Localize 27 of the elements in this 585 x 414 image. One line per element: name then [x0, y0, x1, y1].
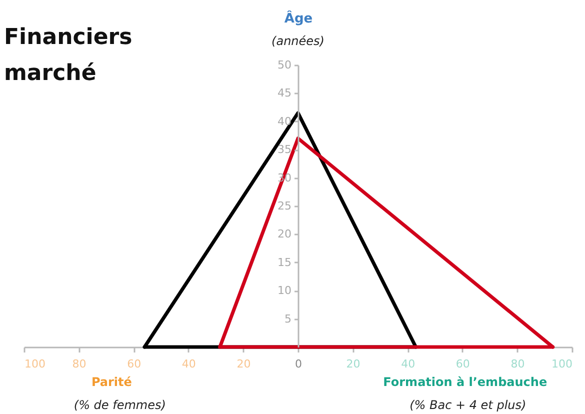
x-tick-label: 20 [346, 358, 360, 370]
x-tick-label: 40 [182, 358, 196, 370]
text: Parité [91, 375, 132, 389]
y-axis-title: Âge [284, 10, 313, 26]
x-tick-label: 20 [236, 358, 251, 370]
y-tick-label: 5 [284, 312, 292, 326]
text: (% Bac + 4 et plus) [410, 398, 526, 412]
x-tick-label: 80 [510, 358, 525, 370]
x-tick-label: 100 [24, 358, 46, 370]
text: (années) [272, 34, 324, 48]
x-tick-label: 60 [127, 358, 142, 370]
x-tick-label: 60 [456, 358, 470, 370]
x-tick-label: 40 [401, 358, 416, 370]
text: (% de femmes) [74, 398, 166, 412]
text: Formation à l’embauche [383, 375, 548, 389]
y-tick-label: 45 [278, 86, 292, 100]
x-tick-label: 100 [552, 358, 572, 370]
y-tick-label: 35 [278, 143, 292, 156]
x-tick-label: 80 [72, 358, 86, 370]
y-tick-label: 10 [278, 284, 292, 298]
y-tick-label: 20 [278, 228, 292, 241]
y-tick-label: 50 [278, 58, 292, 72]
chart-title: Financiers marché [4, 25, 132, 86]
x-tick-label: 0 [295, 358, 302, 370]
y-tick-label: 40 [278, 114, 292, 128]
y-tick-label: 25 [278, 200, 292, 212]
y-tick-label: 15 [278, 256, 292, 269]
